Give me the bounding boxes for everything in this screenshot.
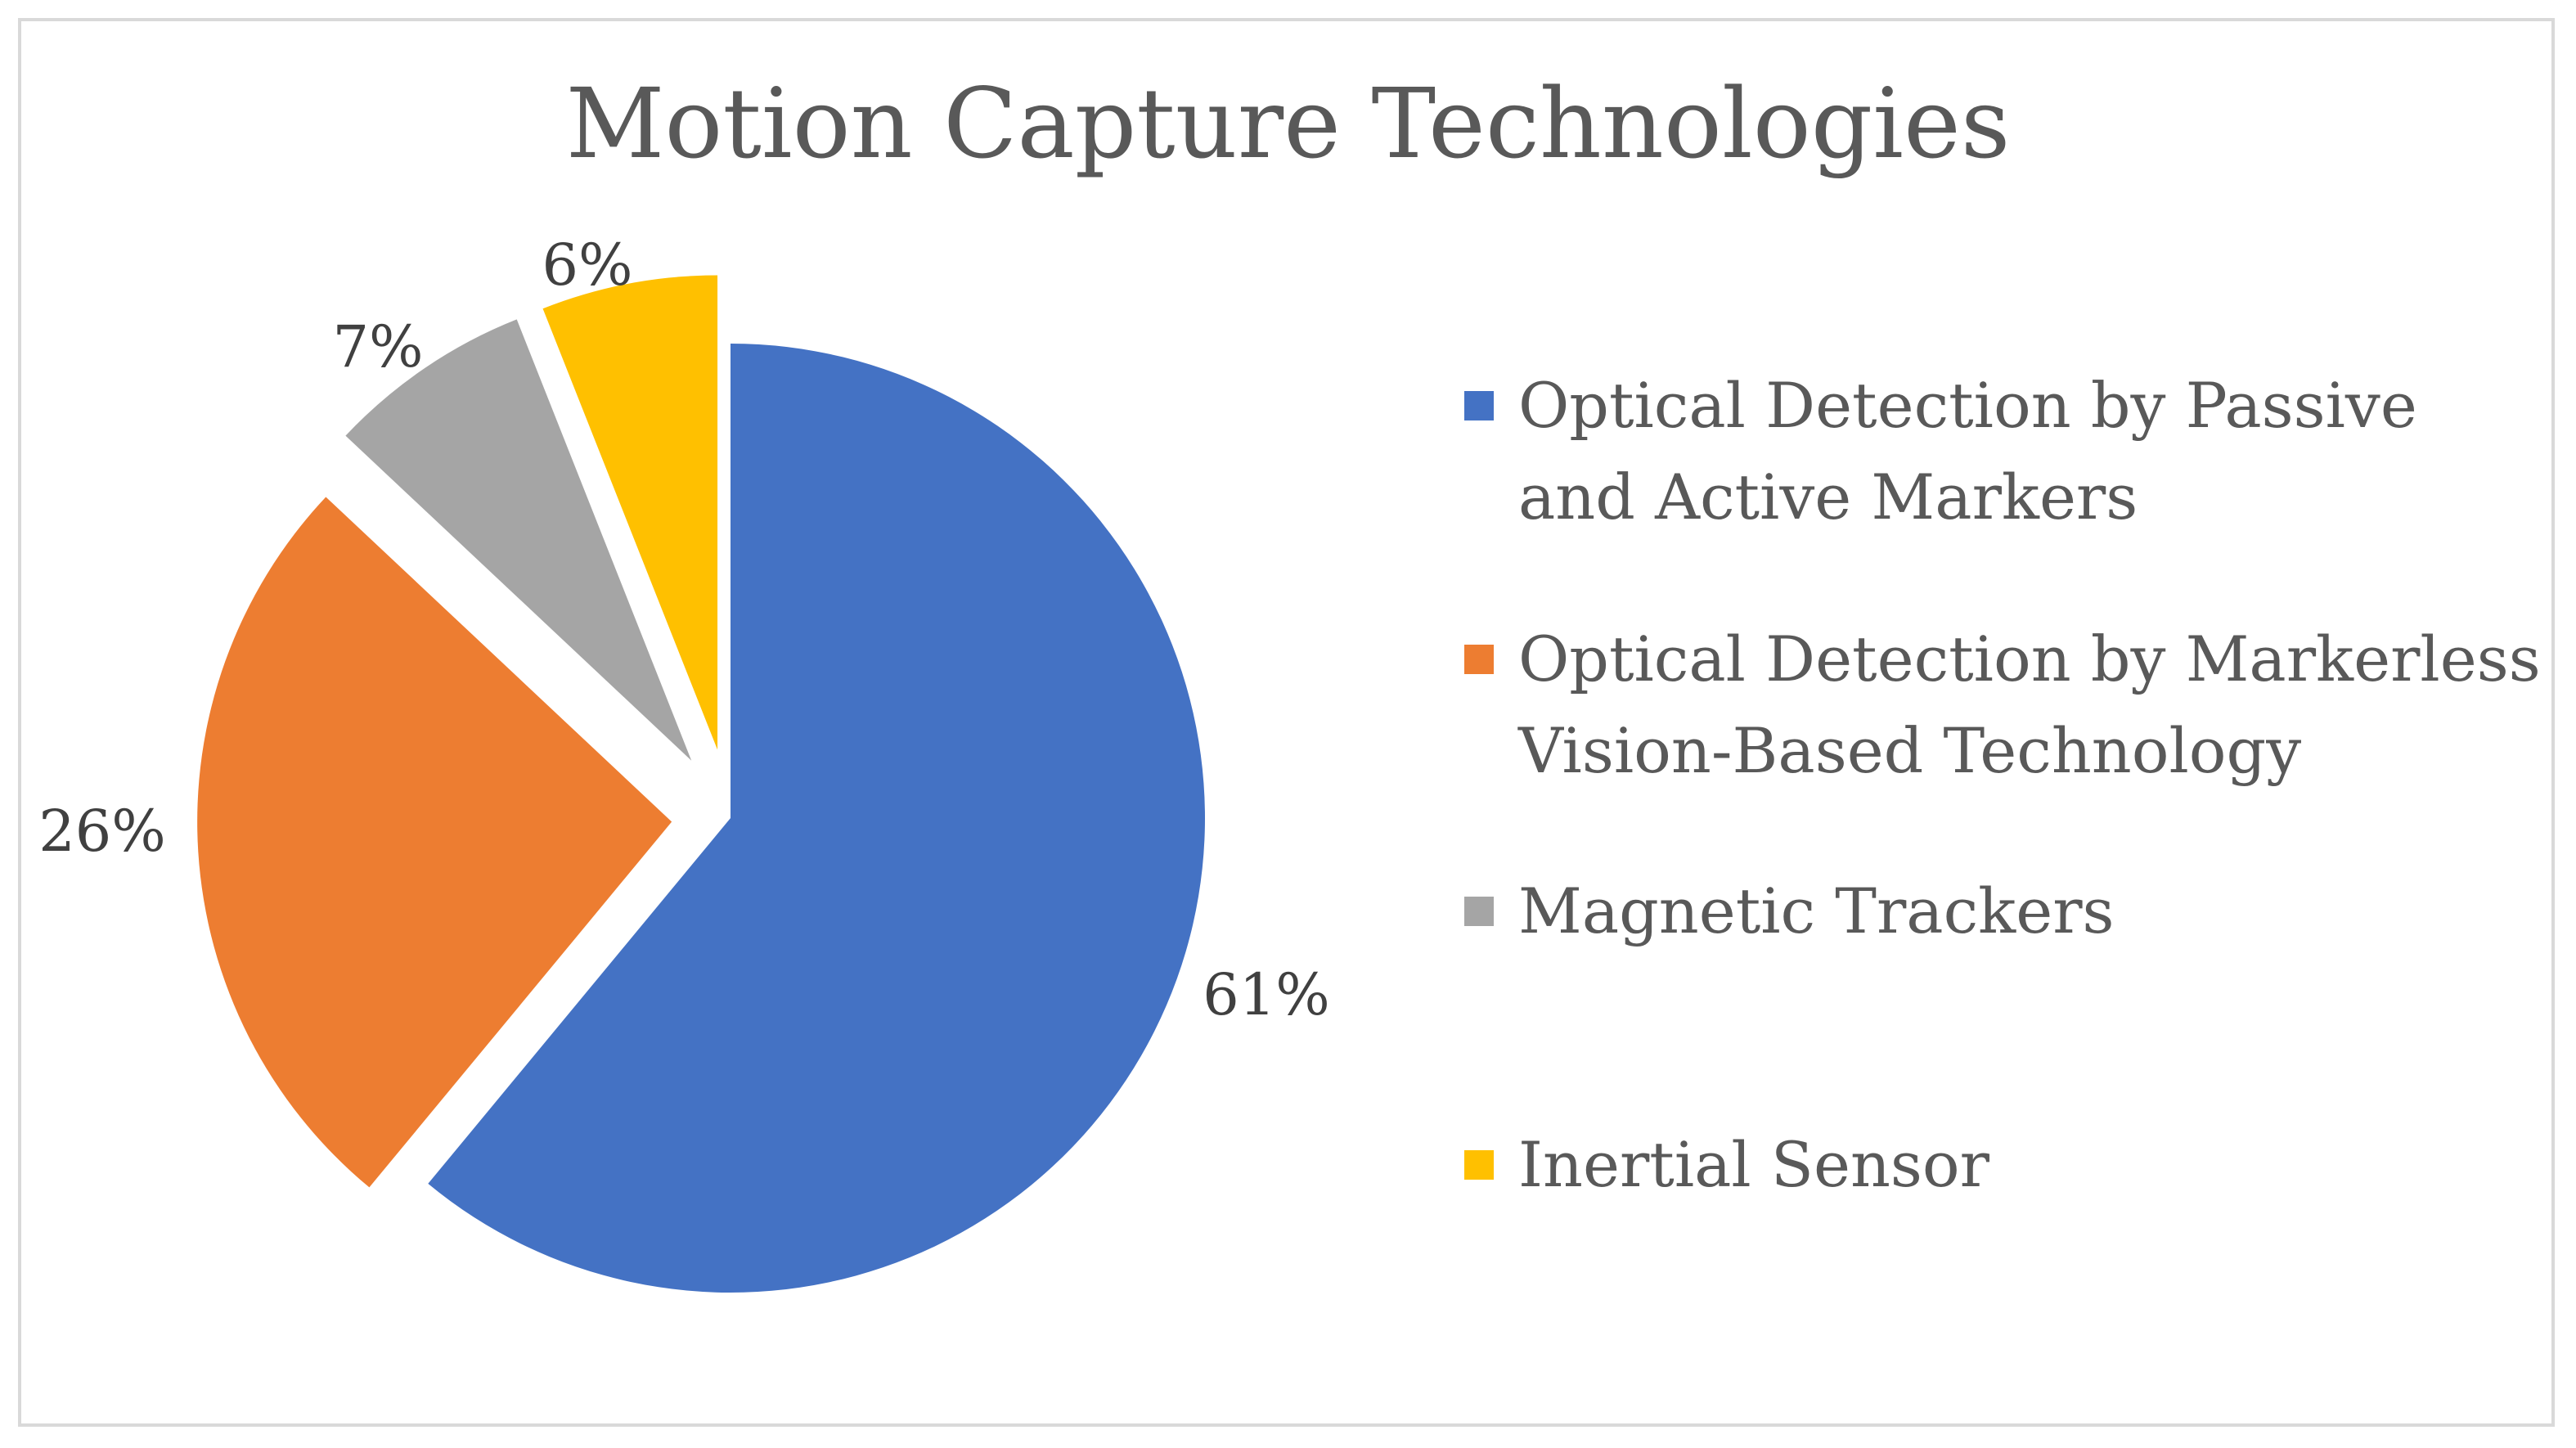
legend-label: Optical Detection by Markerless Vision-B… (1518, 623, 2541, 787)
chart-title: Motion Capture Technologies (565, 67, 2011, 180)
legend-label: Optical Detection by Passive and Active … (1518, 369, 2438, 533)
pie-slice-markerless-vision (197, 497, 672, 1188)
data-label-26: 26% (38, 798, 166, 865)
data-label-7: 7% (332, 313, 423, 380)
data-label-61: 61% (1203, 961, 1330, 1028)
legend-swatch-orange (1464, 645, 1494, 674)
legend-swatch-yellow (1464, 1150, 1494, 1180)
legend-swatch-blue (1464, 391, 1494, 420)
legend-label: Magnetic Trackers (1518, 875, 2115, 947)
pie-slice-magnetic-trackers (345, 319, 692, 761)
pie-slice-passive-active-markers (428, 344, 1205, 1293)
pie-slice-inertial-sensor (542, 275, 718, 750)
legend-swatch-gray (1464, 897, 1494, 926)
data-label-6: 6% (542, 232, 632, 299)
legend-label: Inertial Sensor (1518, 1128, 1989, 1201)
